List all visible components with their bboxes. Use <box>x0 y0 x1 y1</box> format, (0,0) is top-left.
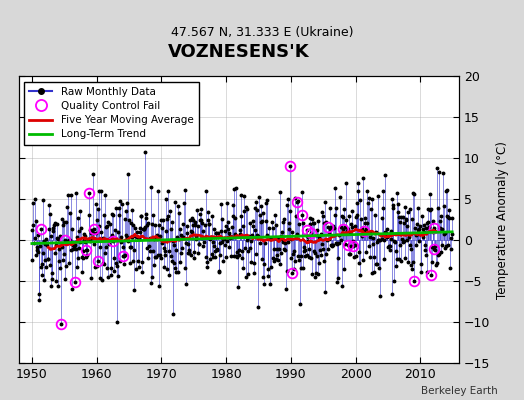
Title: VOZNESENS'K: VOZNESENS'K <box>168 43 310 61</box>
Y-axis label: Temperature Anomaly (°C): Temperature Anomaly (°C) <box>496 141 509 299</box>
Legend: Raw Monthly Data, Quality Control Fail, Five Year Moving Average, Long-Term Tren: Raw Monthly Data, Quality Control Fail, … <box>24 82 199 144</box>
Text: Berkeley Earth: Berkeley Earth <box>421 386 498 396</box>
Text: 47.567 N, 31.333 E (Ukraine): 47.567 N, 31.333 E (Ukraine) <box>171 26 353 39</box>
